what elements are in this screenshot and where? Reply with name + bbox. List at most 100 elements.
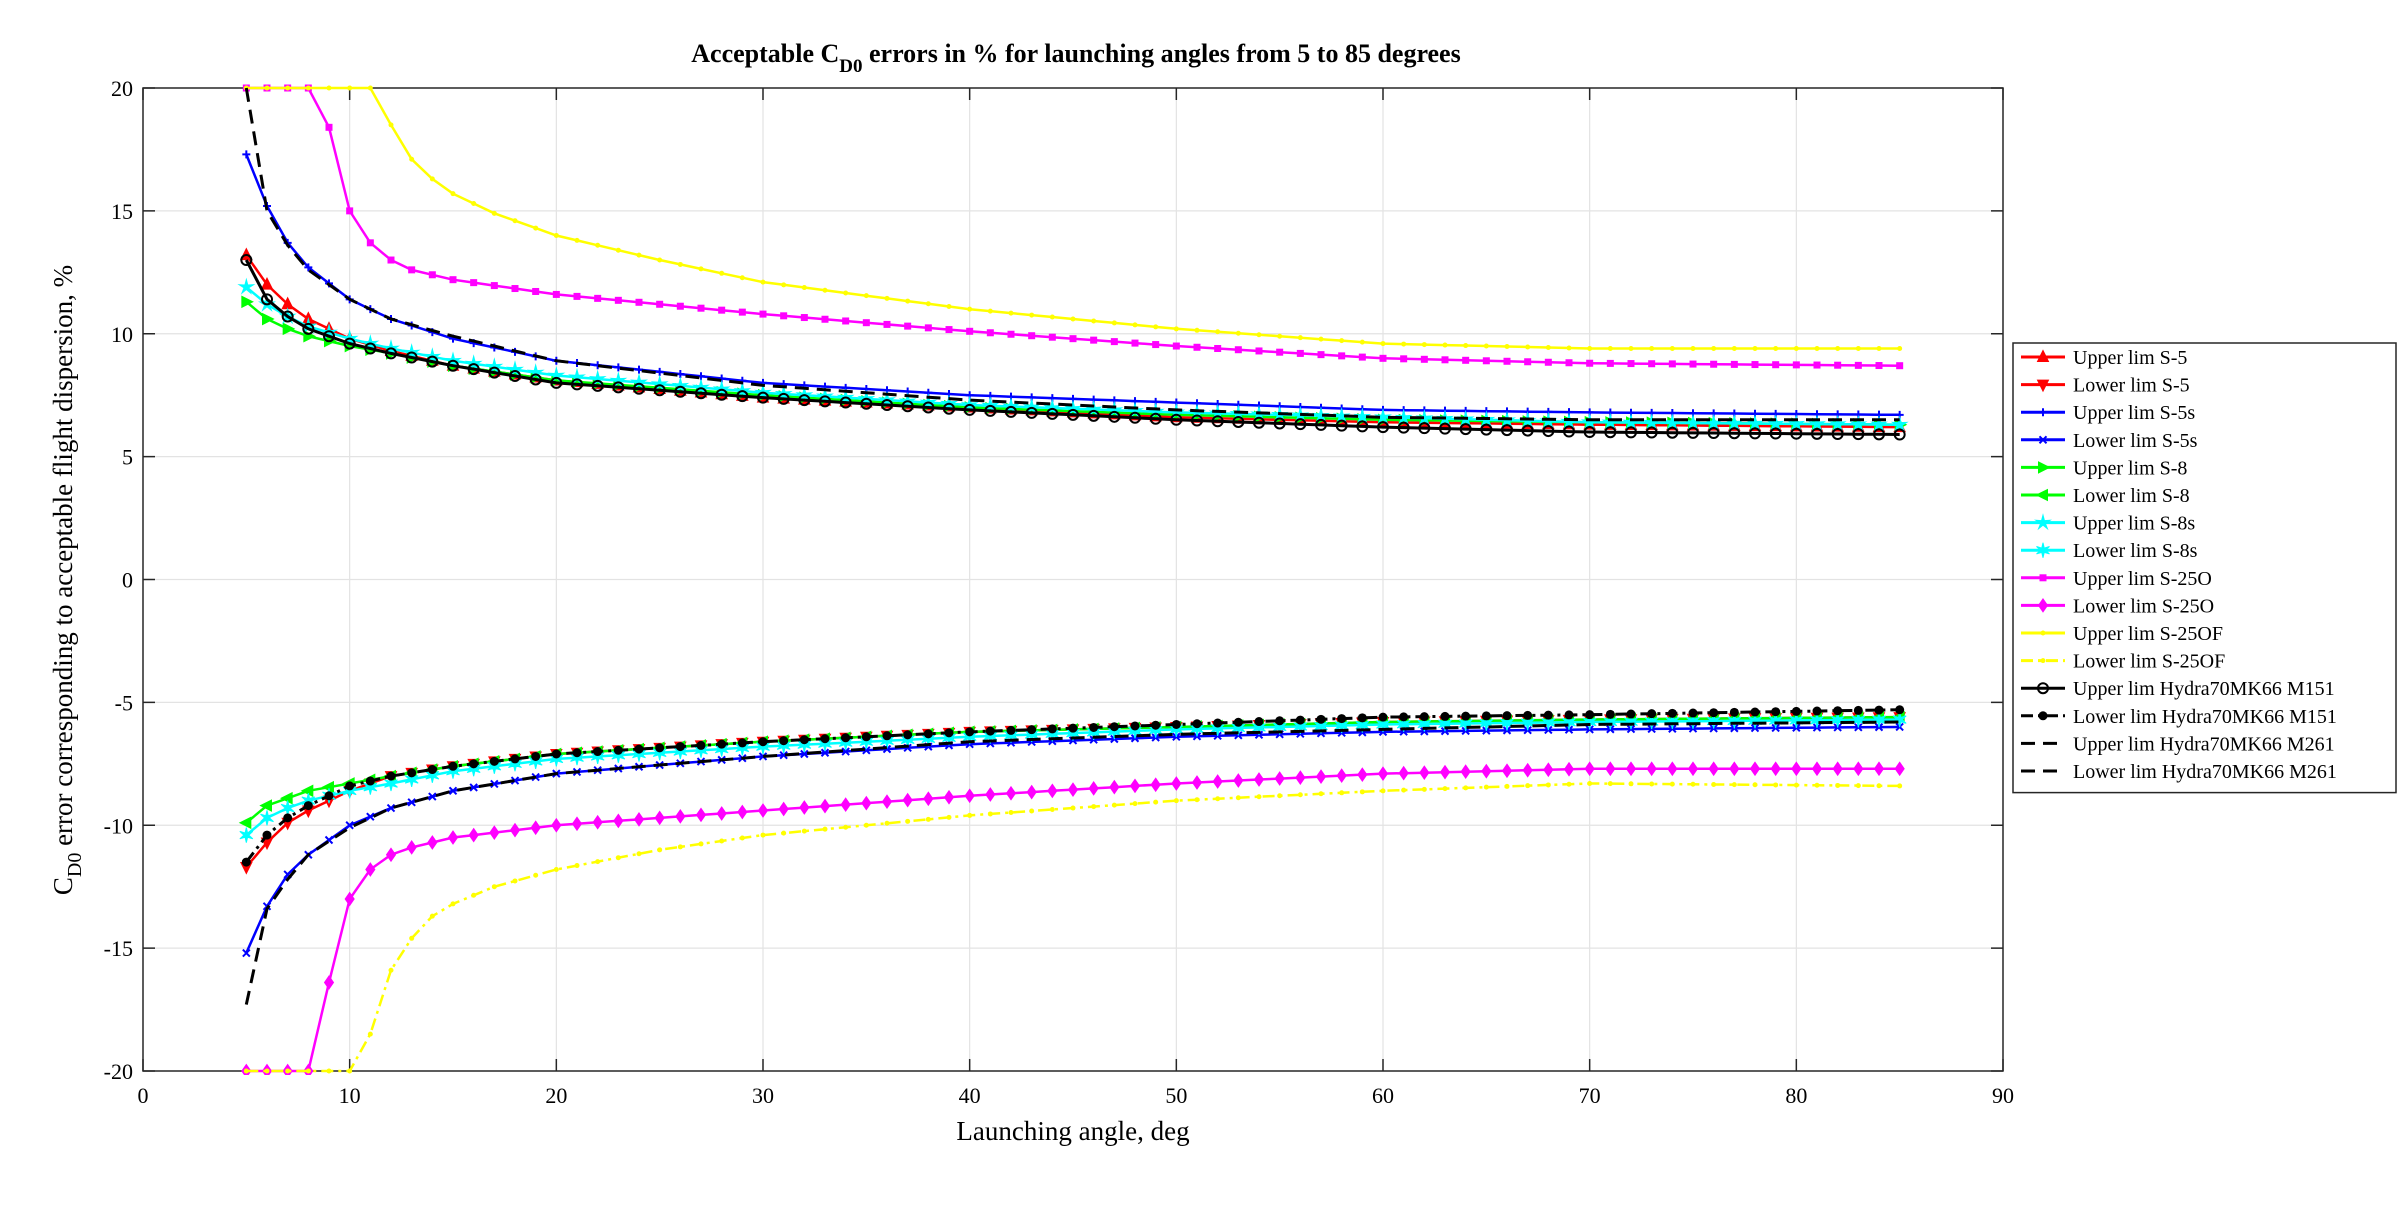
series-9 <box>241 761 1905 1075</box>
data-point <box>653 384 666 397</box>
data-point <box>1276 348 1284 356</box>
data-point <box>1793 345 1799 351</box>
data-point <box>1543 762 1554 778</box>
data-point <box>1190 721 1204 737</box>
data-point <box>943 402 955 415</box>
data-point <box>1255 347 1263 355</box>
data-point <box>283 813 293 823</box>
data-point <box>2037 682 2049 695</box>
data-point <box>1421 342 1427 348</box>
data-point <box>1339 790 1345 796</box>
data-point <box>1312 406 1330 424</box>
data-point <box>511 285 519 293</box>
data-point <box>367 85 373 91</box>
data-point <box>1401 787 1407 793</box>
data-point <box>1647 709 1657 719</box>
data-point <box>1791 761 1802 777</box>
data-point <box>615 247 621 253</box>
data-point <box>1399 712 1409 722</box>
gridlines <box>143 88 2003 1071</box>
data-point <box>344 891 355 907</box>
data-point <box>1442 342 1448 348</box>
data-point <box>801 828 807 834</box>
data-point <box>1525 344 1531 350</box>
data-point <box>552 290 560 298</box>
data-point <box>820 734 830 744</box>
data-point <box>1711 345 1717 351</box>
data-point <box>1587 345 1593 351</box>
data-point <box>262 830 272 840</box>
data-point <box>387 256 395 264</box>
data-point <box>843 824 849 830</box>
series-12 <box>240 254 1906 441</box>
data-point <box>1315 769 1327 784</box>
data-point <box>241 295 254 309</box>
data-point <box>1008 310 1014 316</box>
data-point <box>285 85 291 91</box>
data-point <box>1752 345 1758 351</box>
data-point <box>1294 418 1307 431</box>
data-point <box>1338 352 1346 360</box>
data-point <box>902 792 913 808</box>
data-point <box>946 814 952 820</box>
data-point <box>1022 397 1041 415</box>
data-point <box>1215 329 1221 335</box>
data-point <box>2040 630 2046 636</box>
data-point <box>633 811 645 827</box>
data-point <box>595 242 601 248</box>
x-tick-label: 80 <box>1785 1083 1807 1108</box>
data-point <box>987 308 993 314</box>
data-point <box>1810 712 1824 728</box>
data-point <box>1669 781 1675 787</box>
data-point <box>718 306 726 314</box>
data-point <box>512 218 518 224</box>
legend-label: Lower lim S-5 <box>2073 375 2190 397</box>
x-tick-label: 50 <box>1165 1083 1187 1108</box>
data-point <box>1297 335 1303 341</box>
data-point <box>1132 322 1138 328</box>
data-point <box>884 295 890 301</box>
data-point <box>347 85 353 91</box>
legend-entry: Lower lim S-8s <box>2021 540 2198 562</box>
data-point <box>1087 409 1100 422</box>
data-point <box>1851 712 1866 728</box>
data-point <box>904 322 912 330</box>
data-point <box>1711 781 1717 787</box>
data-point <box>1356 420 1369 433</box>
data-point <box>404 771 419 787</box>
y-tick-label: 15 <box>111 199 133 224</box>
data-point <box>1811 761 1823 777</box>
data-point <box>388 122 394 128</box>
data-point <box>905 818 911 824</box>
data-point <box>1520 715 1535 731</box>
data-point <box>944 728 954 738</box>
data-point <box>800 749 809 759</box>
data-point <box>1890 415 1909 433</box>
data-point <box>1773 345 1779 351</box>
data-point <box>698 841 704 847</box>
data-point <box>1894 761 1905 777</box>
data-point <box>553 232 559 238</box>
data-point <box>1686 713 1700 729</box>
data-point <box>1728 427 1741 440</box>
data-point <box>1892 711 1907 728</box>
legend-entry: Upper lim S-8 <box>2021 457 2187 479</box>
data-point <box>820 748 830 757</box>
data-point <box>739 835 745 841</box>
data-point <box>1750 707 1760 717</box>
data-point <box>1397 421 1410 434</box>
data-point <box>1482 357 1490 365</box>
data-point <box>1130 721 1140 731</box>
data-point <box>780 312 788 320</box>
series-line <box>244 87 1900 422</box>
data-point <box>1153 799 1159 805</box>
data-point <box>408 266 416 274</box>
data-point <box>1438 716 1452 732</box>
data-point <box>1335 419 1348 432</box>
data-point <box>1460 764 1471 780</box>
data-point <box>987 811 993 817</box>
legend: Upper lim S-5 Lower lim S-5 Upper lim S-5s… <box>2012 342 2397 794</box>
data-point <box>1833 706 1843 716</box>
data-point <box>737 738 747 748</box>
